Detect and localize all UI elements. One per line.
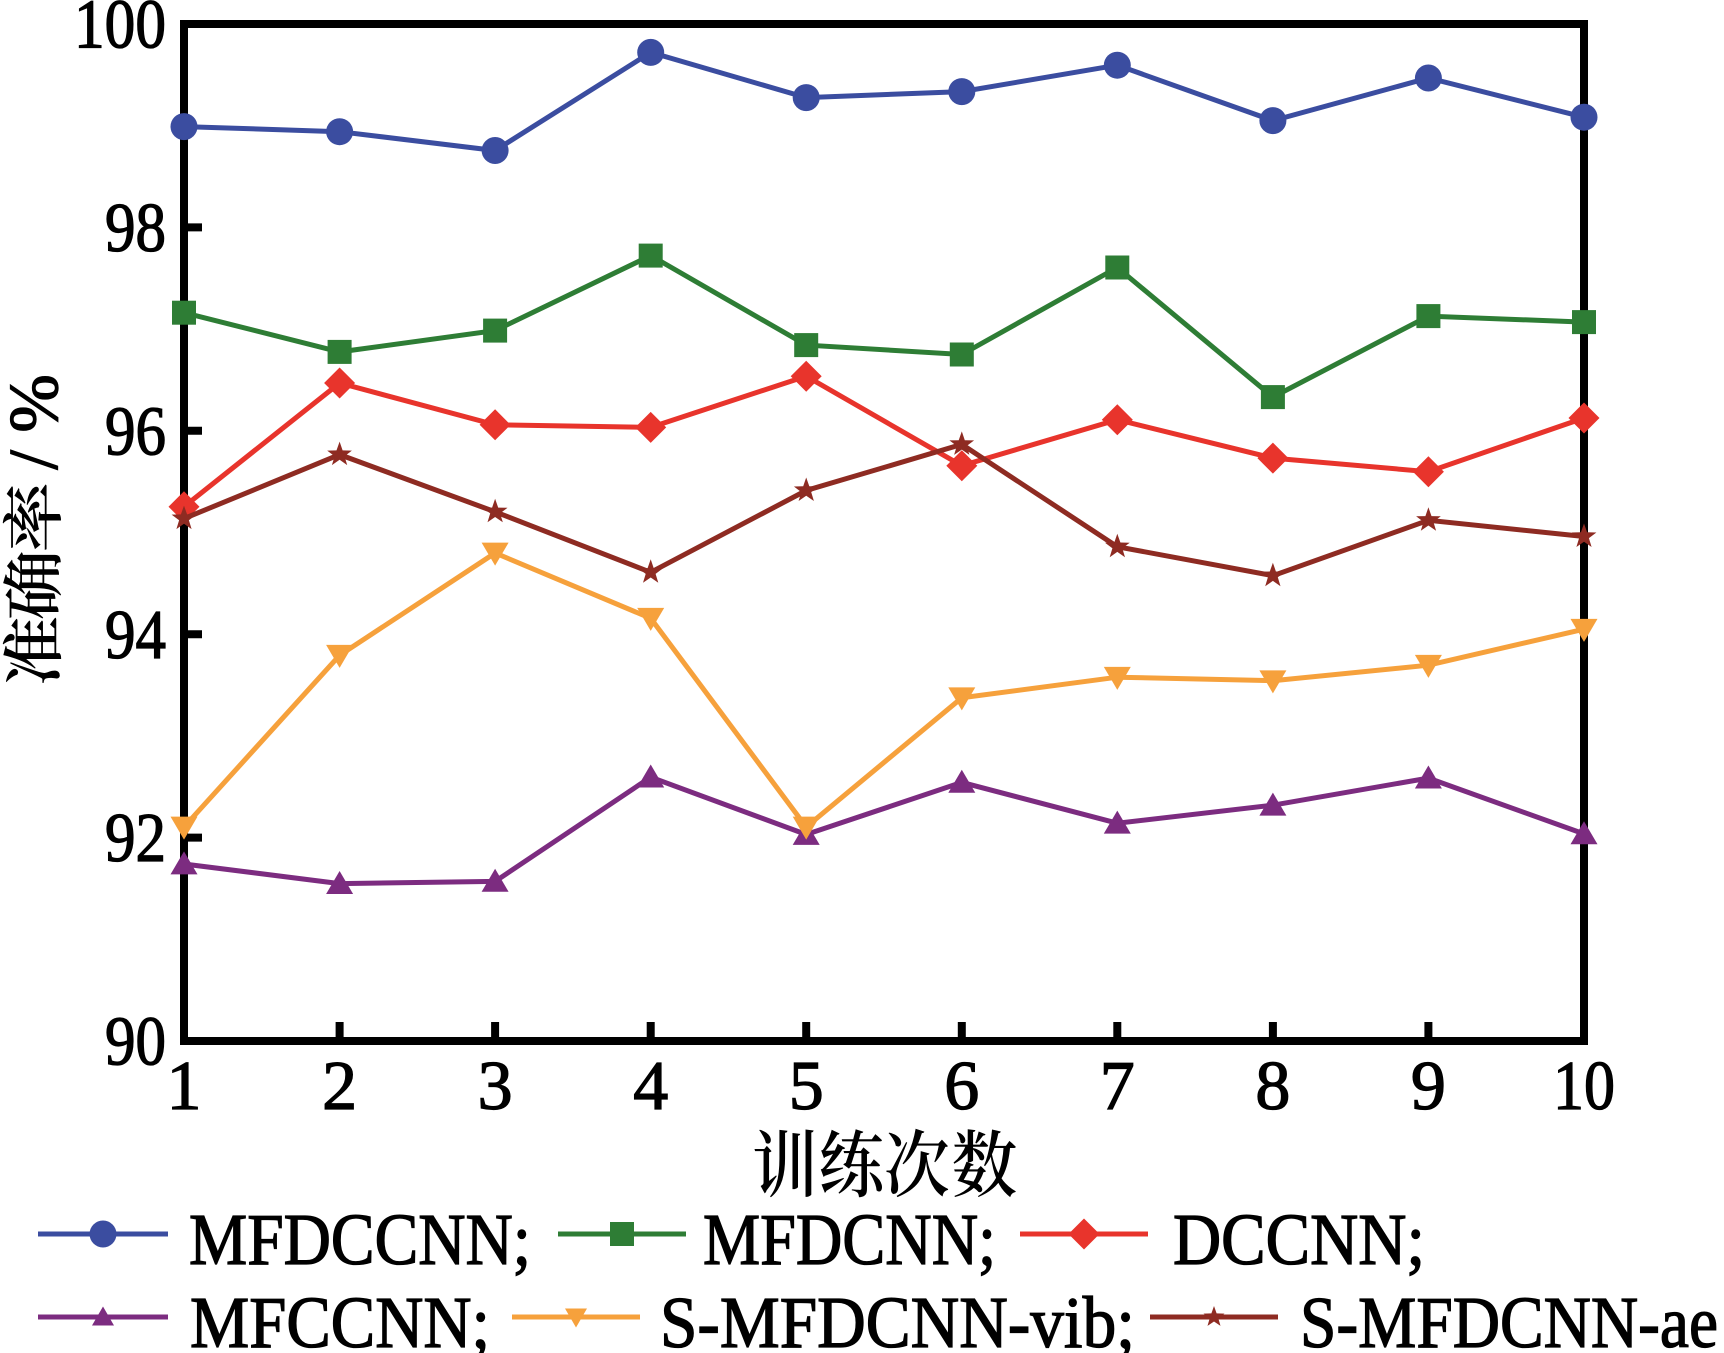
svg-text:8: 8 [1255, 1048, 1290, 1125]
svg-text:10: 10 [1553, 1048, 1615, 1125]
svg-text:MFDCCNN;: MFDCCNN; [189, 1199, 531, 1280]
svg-text:4: 4 [633, 1048, 668, 1125]
svg-text:2: 2 [322, 1048, 357, 1125]
svg-text:9: 9 [1411, 1048, 1446, 1125]
svg-text:3: 3 [478, 1048, 513, 1125]
svg-text:7: 7 [1100, 1048, 1135, 1125]
svg-text:S-MFDCNN-ae: S-MFDCNN-ae [1300, 1282, 1718, 1353]
svg-text:DCCNN;: DCCNN; [1173, 1199, 1425, 1280]
svg-text:100: 100 [74, 0, 166, 64]
svg-text:1: 1 [167, 1048, 202, 1125]
svg-text:5: 5 [789, 1048, 824, 1125]
svg-text:94: 94 [105, 597, 166, 674]
svg-text:/ %: / % [0, 374, 73, 469]
svg-text:S-MFDCNN-vib;: S-MFDCNN-vib; [660, 1282, 1135, 1353]
svg-text:MFCCNN;: MFCCNN; [190, 1282, 490, 1353]
svg-text:92: 92 [105, 800, 166, 877]
svg-text:98: 98 [105, 190, 166, 267]
svg-text:6: 6 [944, 1048, 979, 1125]
svg-text:90: 90 [105, 1004, 166, 1081]
svg-text:MFDCNN;: MFDCNN; [703, 1199, 996, 1280]
svg-text:96: 96 [105, 393, 166, 470]
